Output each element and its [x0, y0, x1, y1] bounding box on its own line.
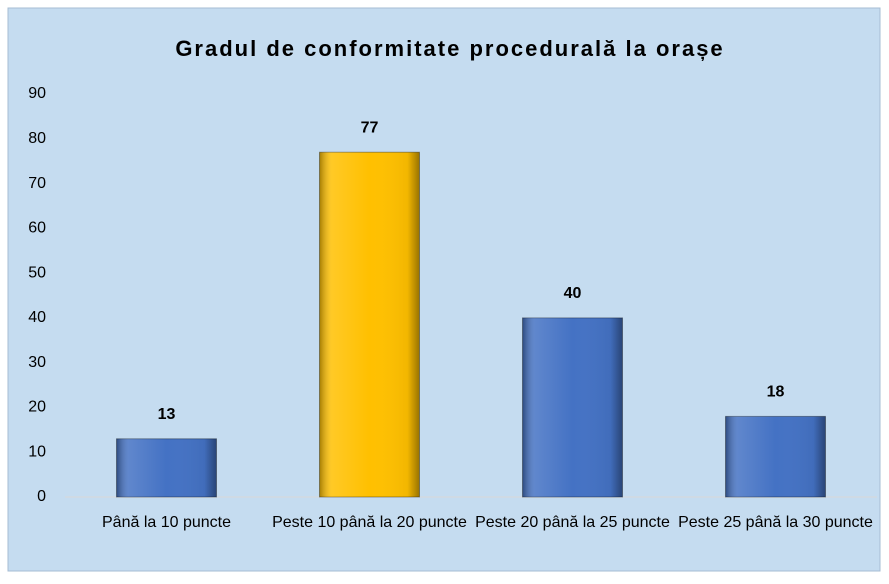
y-tick-label: 0	[37, 488, 46, 505]
x-tick-label: Peste 20 până la 25 puncte	[475, 514, 670, 531]
x-tick-label-box: Peste 20 până la 25 puncte	[475, 514, 670, 531]
y-tick-label: 30	[28, 354, 46, 371]
chart-title: Gradul de conformitate procedurală la or…	[175, 36, 724, 61]
data-label: 40	[564, 285, 582, 302]
y-tick-label: 20	[28, 399, 46, 416]
y-tick-label: 90	[28, 85, 46, 102]
y-tick-label: 80	[28, 130, 46, 147]
x-tick-label: Până la 10 puncte	[102, 514, 231, 531]
x-tick-label: Peste 10 până la 20 puncte	[272, 514, 467, 531]
bar	[319, 151, 420, 498]
data-label: 13	[158, 406, 176, 423]
y-tick-label: 70	[28, 175, 46, 192]
x-tick-label-box: Până la 10 puncte	[102, 514, 231, 531]
bar	[725, 415, 826, 498]
bar	[522, 317, 623, 498]
y-tick-label: 40	[28, 309, 46, 326]
y-tick-label: 50	[28, 264, 46, 281]
data-label: 77	[361, 119, 379, 136]
y-tick-label: 10	[28, 443, 46, 460]
x-tick-label: Peste 25 până la 30 puncte	[678, 514, 873, 531]
data-label: 18	[767, 384, 785, 401]
y-tick-label: 60	[28, 220, 46, 237]
bar	[116, 438, 217, 498]
x-tick-label-box: Peste 10 până la 20 puncte	[272, 514, 467, 531]
x-tick-label-box: Peste 25 până la 30 puncte	[678, 514, 873, 531]
